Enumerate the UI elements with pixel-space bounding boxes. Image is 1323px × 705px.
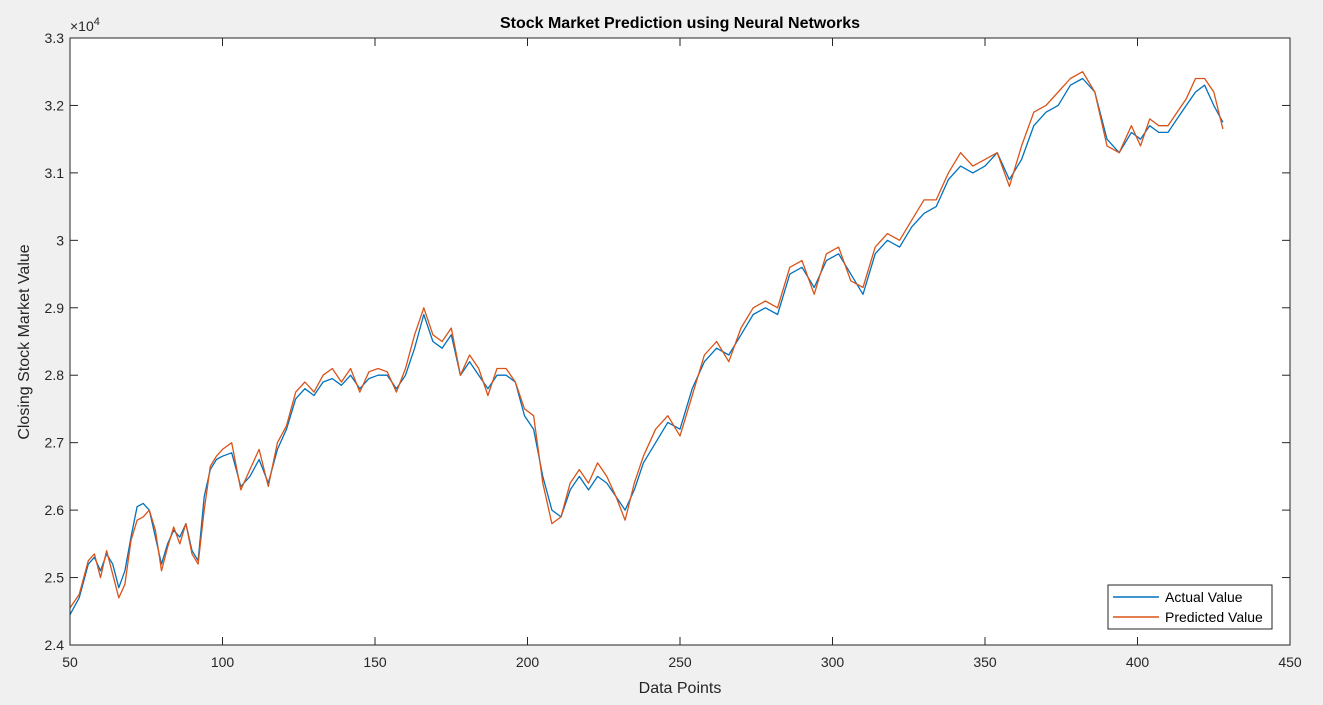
y-tick-label: 2.6 (45, 502, 65, 518)
y-axis-label: Closing Stock Market Value (16, 244, 33, 439)
y-tick-label: 2.8 (45, 367, 65, 383)
svg-text:×104: ×104 (70, 16, 100, 34)
y-tick-label: 2.4 (45, 637, 65, 653)
x-tick-label: 150 (363, 654, 387, 670)
legend-box (1107, 584, 1273, 630)
legend: Actual Value Predicted Value (1107, 584, 1273, 630)
y-tick-label: 3.1 (45, 165, 65, 181)
x-tick-label: 400 (1126, 654, 1150, 670)
x-tick-label: 450 (1278, 654, 1302, 670)
y-tick-label: 3.3 (45, 30, 65, 46)
x-tick-label: 50 (62, 654, 78, 670)
series-layer (69, 71, 1224, 616)
x-tick-label: 250 (668, 654, 692, 670)
plot-area (70, 38, 1290, 645)
x-axis-label: Data Points (639, 680, 722, 697)
x-tick-label: 100 (211, 654, 235, 670)
legend-label-predicted: Predicted Value (1165, 609, 1263, 625)
ticks-layer: 50 100 150 200 250 300 350 400 450 2.4 2.5 2.6 2.7 2.… (45, 30, 1302, 670)
y-tick-label: 2.7 (45, 435, 65, 451)
y-exponent: ×104 (70, 16, 100, 34)
series-line-predicted (69, 71, 1224, 609)
y-tick-label: 2.5 (45, 570, 65, 586)
legend-label-actual: Actual Value (1165, 589, 1243, 605)
exponent-base: ×10 (70, 18, 94, 34)
x-tick-label: 350 (973, 654, 997, 670)
y-tick-label: 3.2 (45, 97, 65, 113)
exponent-power: 4 (94, 16, 100, 28)
y-tick-label: 2.9 (45, 300, 65, 316)
x-tick-label: 300 (821, 654, 845, 670)
y-tick-label: 3 (56, 232, 64, 248)
chart-title: Stock Market Prediction using Neural Net… (500, 15, 860, 32)
x-tick-label: 200 (516, 654, 540, 670)
